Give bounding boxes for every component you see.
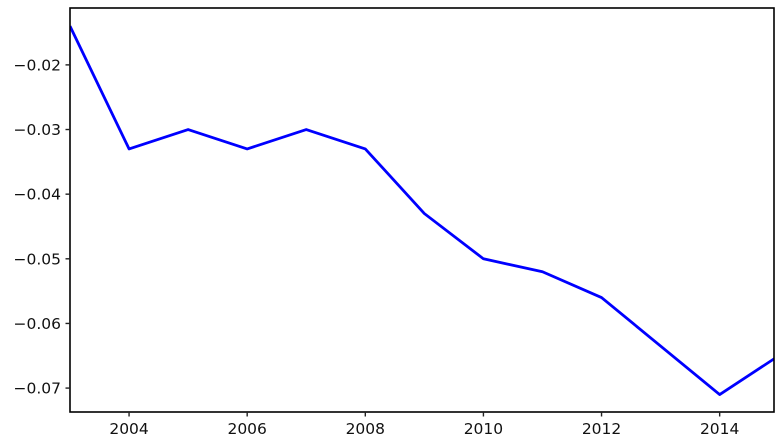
data-line-series [70,25,774,396]
y-tick-label: −0.03 [14,121,62,139]
y-tick-label: −0.06 [14,315,62,333]
x-tick-label: 2012 [582,420,621,438]
x-tick-label: 2010 [464,420,503,438]
x-tick-label: 2008 [346,420,385,438]
x-tick-label: 2004 [109,420,148,438]
y-tick-label: −0.05 [14,250,62,268]
x-tick-label: 2006 [227,420,266,438]
plot-border [69,7,775,413]
x-tick-label: 2014 [700,420,739,438]
y-tick-label: −0.02 [14,56,62,74]
y-tick-label: −0.04 [14,186,62,204]
y-tick-label: −0.07 [14,380,62,398]
